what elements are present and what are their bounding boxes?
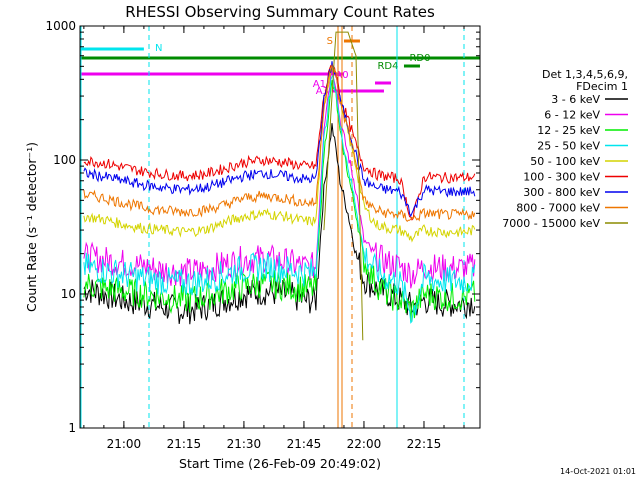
x-tick-label: 21:30 [227,437,262,451]
x-tick-label: 22:15 [407,437,442,451]
x-axis-ticks: 21:00 21:15 21:30 21:45 22:00 22:15 [83,26,465,451]
flag-label: RD0 [409,53,430,64]
x-tick-label: 22:00 [347,437,382,451]
flag-label: N [155,43,162,54]
x-tick-label: 21:15 [167,437,202,451]
y-tick-label: 1 [68,421,76,435]
x-axis-label: Start Time (26-Feb-09 20:49:02) [179,456,381,471]
flag-label: S [327,36,333,47]
legend-header: Det 1,3,4,5,6,9, [542,68,628,81]
legend-label: 3 - 6 keV [551,93,600,106]
legend-label: 25 - 50 keV [537,140,600,153]
legend-header: FDecim 1 [576,80,628,93]
legend-label: 7000 - 15000 keV [502,217,600,230]
x-tick-label: 21:45 [287,437,322,451]
legend: Det 1,3,4,5,6,9,FDecim 13 - 6 keV 6 - 12 … [502,68,628,230]
plot-series [83,31,476,341]
series-line [83,74,476,324]
y-tick-label: 10 [61,287,76,301]
x-tick-label: 21:00 [107,437,142,451]
y-tick-label: 100 [53,153,76,167]
series-line [83,80,476,322]
flag-label: RD4 [377,61,398,72]
y-axis-ticks: 1 10 100 1000 [45,19,480,435]
series-line [83,67,476,289]
y-tick-label: 1000 [45,19,76,33]
generation-timestamp: 14-Oct-2021 01:01 [560,467,636,476]
legend-label: 12 - 25 keV [537,124,600,137]
chart-title: RHESSI Observing Summary Count Rates [125,3,435,21]
legend-label: 100 - 300 keV [523,171,600,184]
series-line [83,123,476,325]
legend-label: 300 - 800 keV [523,186,600,199]
legend-label: 50 - 100 keV [530,155,600,168]
series-line [83,61,476,218]
series-line [83,63,476,223]
flag-label: A3 [316,86,329,97]
legend-label: 6 - 12 keV [544,109,600,122]
flag-label: A1 [313,79,326,90]
legend-label: 800 - 7000 keV [516,202,600,215]
series-line [83,67,476,243]
series-line [323,31,364,341]
series-line [83,64,476,221]
y-axis-label: Count Rate (s⁻¹ detector⁻¹) [24,142,39,312]
plot-frame [79,25,481,429]
